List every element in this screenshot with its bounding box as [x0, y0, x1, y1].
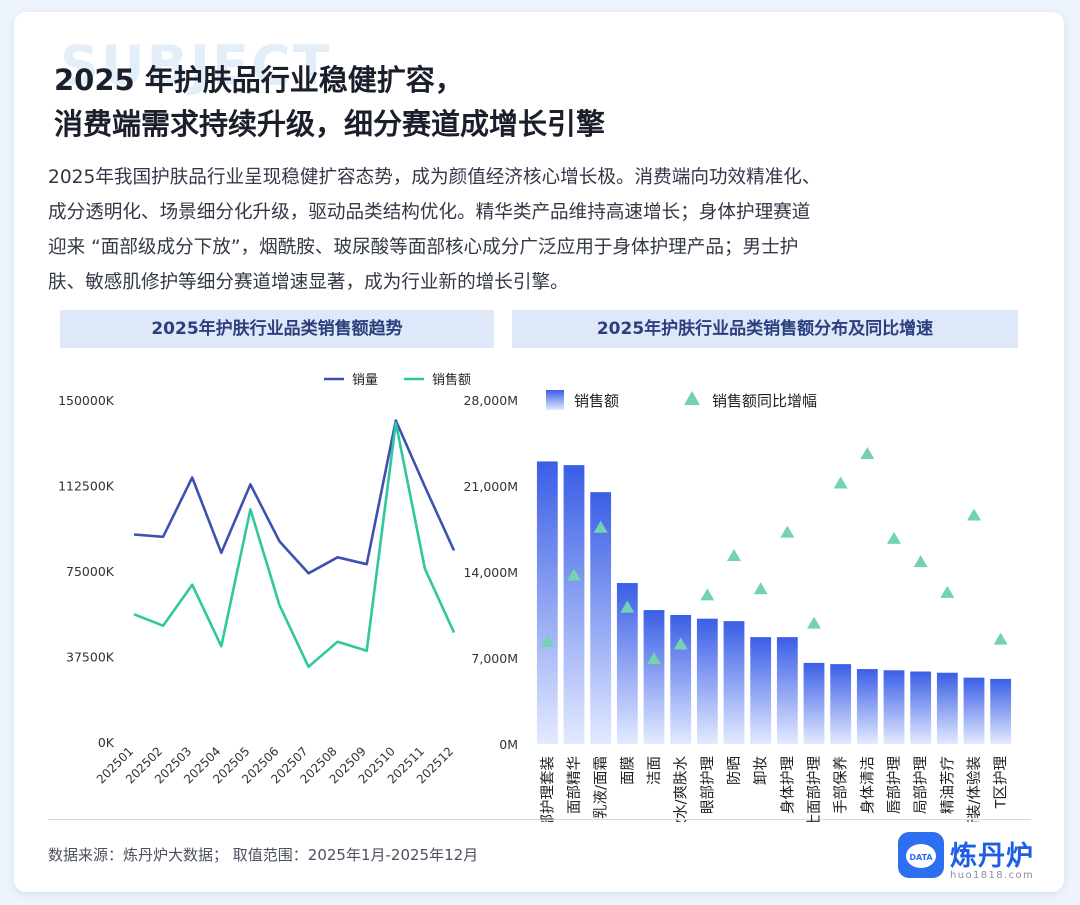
category-label: 面部护理套装: [539, 756, 556, 822]
bar: [696, 618, 718, 744]
y-tick-label: 112500K: [58, 479, 115, 494]
growth-marker: [700, 588, 715, 601]
growth-marker: [993, 632, 1008, 645]
category-label: 精油芳疗: [939, 756, 956, 814]
category-label: 手部保养: [833, 756, 850, 814]
y-tick-label: 7,000M: [471, 651, 518, 666]
title-line-1: 2025 年护肤品行业稳健扩容，: [54, 63, 464, 97]
growth-marker: [593, 520, 608, 533]
category-label: 局部护理: [913, 756, 930, 814]
data-source: 数据来源：炼丹炉大数据； 取值范围：2025年1月-2025年12月: [48, 846, 479, 864]
growth-marker: [540, 635, 555, 648]
y-tick-label: 28,000M: [463, 393, 518, 408]
title-line-2: 消费端需求持续升级，细分赛道成增长引擎: [54, 107, 606, 141]
category-label: 唇部护理: [886, 756, 903, 814]
category-label: 旅行装/体验装: [966, 756, 983, 822]
y-tick-label: 150000K: [58, 393, 115, 408]
growth-marker: [860, 447, 875, 460]
logo-icon-text: DATA: [909, 853, 933, 862]
bar: [990, 678, 1012, 744]
category-label: 面膜: [619, 756, 636, 785]
category-label: 乳液/面霜: [593, 756, 610, 819]
bar: [830, 664, 852, 744]
category-label: 化妆水/爽肤水: [673, 756, 690, 822]
right-chart-title: 2025年护肤行业品类销售额分布及同比增速: [512, 310, 1018, 348]
bar: [590, 492, 612, 744]
y-tick-label: 14,000M: [463, 565, 518, 580]
bar-chart: 0M 7,000M 14,000M 21,000M 28,000M 面部护理套装 面部精华乳…: [463, 390, 1012, 822]
watermark-text: SUBJECT: [60, 34, 332, 97]
cloud-icon: DATA: [906, 844, 936, 868]
bar: [563, 465, 585, 744]
intro-line-1: 2025年我国护肤品行业呈现稳健扩容态势，成为颜值经济核心增长极。消费端向功效精…: [48, 167, 821, 188]
growth-marker: [673, 637, 688, 650]
y-tick-label: 21,000M: [463, 479, 518, 494]
line-chart: 0K37500K75000K112500K150000K202501202502…: [58, 372, 471, 787]
bar: [670, 615, 692, 744]
series-line-1: [133, 419, 456, 575]
legend-swatch: [684, 391, 700, 405]
growth-marker: [833, 476, 848, 489]
bar: [856, 669, 878, 744]
footer-divider: [48, 819, 1031, 820]
growth-marker: [913, 555, 928, 568]
intro-paragraph: 2025年我国护肤品行业呈现稳健扩容态势，成为颜值经济核心增长极。消费端向功效精…: [48, 160, 1038, 300]
category-label: 眼部护理: [699, 756, 716, 814]
growth-marker: [647, 652, 661, 665]
series-line-2: [133, 421, 456, 669]
legend-label: 销量: [352, 373, 378, 388]
legend-label: 销售额: [432, 372, 471, 388]
bar: [803, 662, 825, 744]
intro-line-2: 成分透明化、场景细分化升级，驱动品类结构优化。精华类产品维持高速增长；身体护理赛…: [48, 202, 811, 223]
category-label: T区护理: [993, 756, 1010, 810]
growth-marker: [807, 616, 821, 629]
legend-swatch: [546, 390, 564, 410]
left-chart-title: 2025年护肤行业品类销售额趋势: [60, 310, 494, 348]
intro-line-3: 迎来 “面部级成分下放”，烟酰胺、玻尿酸等面部核心成分广泛应用于身体护理产品；男…: [48, 237, 799, 258]
growth-marker: [727, 549, 741, 562]
page-title: 2025 年护肤品行业稳健扩容， 消费端需求持续升级，细分赛道成增长引擎: [54, 58, 605, 146]
logo-url: huo1818.com: [950, 870, 1035, 881]
growth-marker: [567, 568, 581, 581]
growth-marker: [780, 525, 795, 538]
bar: [750, 637, 772, 744]
brand-logo[interactable]: DATA 炼丹炉 huo1818.com: [898, 830, 1048, 890]
category-label: 男士面部护理: [806, 756, 823, 822]
growth-marker: [887, 531, 901, 544]
growth-marker: [620, 600, 635, 613]
growth-marker: [753, 582, 768, 595]
y-tick-label: 37500K: [66, 650, 115, 665]
bar: [616, 583, 638, 744]
category-label: 面部精华: [566, 756, 583, 814]
category-label: 洁面: [646, 756, 663, 785]
report-card: SUBJECT 2025 年护肤品行业稳健扩容， 消费端需求持续升级，细分赛道成…: [14, 12, 1064, 892]
category-label: 防晒: [726, 756, 743, 785]
bar: [936, 672, 958, 744]
bar: [963, 677, 985, 744]
bar: [776, 637, 798, 744]
y-tick-label: 75000K: [66, 564, 115, 579]
intro-line-4: 肤、敏感肌修护等细分赛道增速显著，成为行业新的增长引擎。: [48, 272, 569, 293]
legend-label: 销售额: [574, 392, 619, 410]
category-label: 身体清洁: [859, 756, 876, 814]
growth-marker: [940, 585, 955, 598]
bar: [883, 670, 905, 744]
bar: [723, 621, 745, 744]
category-label: 卸妆: [753, 756, 770, 785]
category-label: 身体护理: [779, 756, 796, 814]
logo-brand-name: 炼丹炉: [950, 841, 1034, 872]
growth-marker: [967, 508, 981, 521]
y-tick-label: 0K: [98, 735, 115, 750]
bar: [910, 671, 932, 744]
bar: [536, 461, 558, 744]
bar: [643, 610, 665, 744]
legend-label: 销售额同比增幅: [712, 392, 817, 410]
y-tick-label: 0M: [499, 737, 518, 752]
logo-icon: DATA: [898, 832, 944, 878]
